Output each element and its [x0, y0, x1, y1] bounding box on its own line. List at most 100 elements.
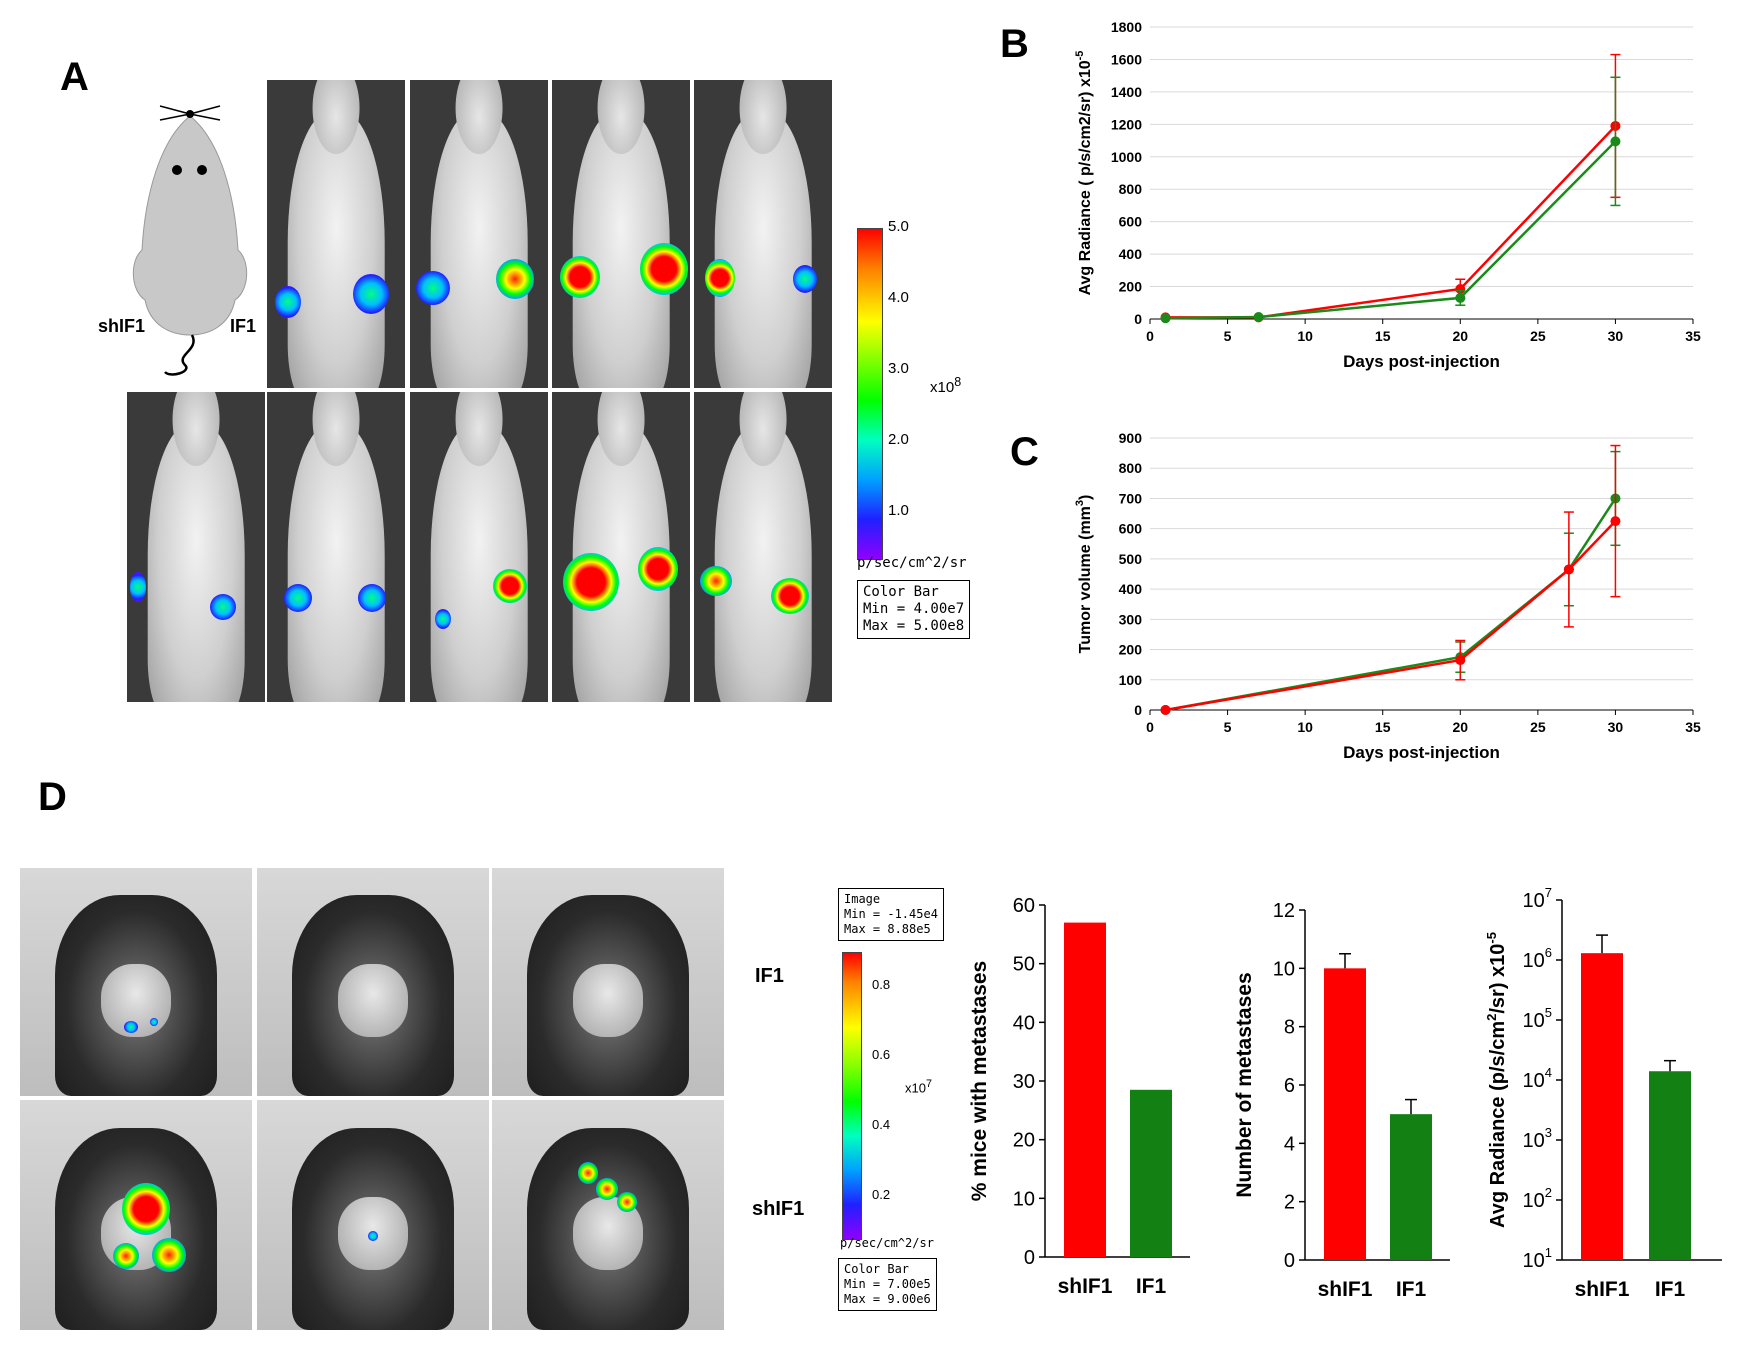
- colorbar-d-mult-exp: 7: [925, 1078, 932, 1090]
- colorbar-a-multiplier: x108: [930, 375, 961, 396]
- x-tick-label: 35: [1685, 719, 1701, 735]
- category-label: IF1: [1396, 1278, 1427, 1301]
- series-line: [1165, 497, 1617, 712]
- bioluminescence-spot: [149, 1018, 158, 1027]
- y-tick-label: 102: [1523, 1185, 1552, 1212]
- x-tick-label: 15: [1375, 719, 1391, 735]
- category-label: shIF1: [1575, 1278, 1630, 1301]
- x-tick-label: 20: [1452, 328, 1468, 344]
- colorbar-d-tick-label: 0.8: [872, 977, 891, 992]
- y-tick-label: 600: [1119, 214, 1143, 230]
- colorbar-d-box: Color Bar Min = 7.00e5 Max = 9.00e6: [838, 1258, 937, 1311]
- organ-photo-top-2: [257, 868, 489, 1096]
- colorbar-d-units: p/sec/cm^2/sr: [840, 1236, 934, 1250]
- y-tick-label: 50: [1013, 954, 1035, 976]
- y-tick-label: 4: [1284, 1133, 1295, 1155]
- image-box-d-min: Min = -1.45e4: [844, 907, 938, 921]
- bioluminescence-spot: [637, 547, 678, 591]
- y-tick-label: 0: [1024, 1247, 1035, 1269]
- y-tick-label: 1000: [1111, 149, 1142, 165]
- image-box-d-max: Max = 8.88e5: [844, 922, 931, 936]
- y-tick-label: 10: [1013, 1188, 1035, 1210]
- colorbar-a-units: p/sec/cm^2/sr: [857, 555, 967, 571]
- bioluminescence-spot: [112, 1242, 139, 1269]
- bioluminescence-spot: [793, 264, 818, 293]
- bioluminescence-spot: [771, 578, 810, 614]
- y-tick-label: 107: [1523, 885, 1552, 912]
- x-axis-label: Days post-injection: [1343, 352, 1500, 371]
- bioluminescence-spot: [124, 1020, 139, 1033]
- colorbar-d-mult-base: x10: [905, 1080, 926, 1096]
- mouse-photo-bottom-2: [267, 392, 405, 702]
- y-tick-label: 104: [1523, 1065, 1552, 1092]
- bioluminescence-spot: [358, 584, 387, 613]
- x-tick-label: 15: [1375, 328, 1391, 344]
- x-tick-label: 0: [1146, 328, 1154, 344]
- bar-if1: [1390, 1114, 1432, 1260]
- y-tick-label: 100: [1119, 672, 1143, 688]
- category-label: shIF1: [1318, 1278, 1373, 1301]
- colorbar-d-tick-label: 0.6: [872, 1047, 891, 1062]
- y-tick-label: 200: [1119, 279, 1143, 295]
- colorbar-d-box-max: Max = 9.00e6: [844, 1292, 931, 1306]
- row-label-shif1: shIF1: [752, 1198, 805, 1220]
- colorbar-a-tick-label: 5.0: [888, 218, 909, 235]
- y-tick-label: 8: [1284, 1017, 1295, 1039]
- bar-if1: [1130, 1089, 1172, 1257]
- x-tick-label: 10: [1297, 719, 1313, 735]
- colorbar-a-tick-label: 2.0: [888, 431, 909, 448]
- y-axis-label: Number of metastases: [1233, 972, 1256, 1197]
- y-tick-label: 1600: [1111, 51, 1142, 67]
- data-point: [1455, 655, 1466, 666]
- y-axis-label: Avg Radiance ( p/s/cm2/sr) x10-5: [1074, 51, 1094, 296]
- data-point: [1160, 313, 1171, 324]
- organ-photo-bottom-2: [257, 1100, 489, 1330]
- chart-d2-number-metastases: 0 2 4 6 8 10 12 shIF1 IF1 Number of metastases: [1233, 900, 1450, 1301]
- bioluminescence-spot: [492, 568, 527, 603]
- organ-photo-top-1: [20, 868, 252, 1096]
- y-tick-label: 0: [1134, 702, 1142, 718]
- y-tick-label: 900: [1119, 430, 1143, 446]
- bar-shif1: [1064, 922, 1106, 1257]
- data-point: [1455, 292, 1466, 303]
- bioluminescence-spot: [640, 243, 689, 296]
- bioluminescence-spot: [415, 270, 450, 305]
- data-point: [1563, 564, 1574, 575]
- y-axis-label: Tumor volume (mm3): [1074, 495, 1094, 654]
- x-tick-label: 5: [1224, 719, 1232, 735]
- bioluminescence-spot: [283, 584, 312, 613]
- x-tick-label: 10: [1297, 328, 1313, 344]
- panel-letter-c: C: [1010, 430, 1039, 474]
- mouse-photo-bottom-4: [552, 392, 690, 702]
- y-tick-label: 12: [1273, 900, 1295, 922]
- bioluminescence-spot: [617, 1192, 638, 1212]
- data-point: [1160, 705, 1171, 715]
- y-tick-label: 20: [1013, 1130, 1035, 1152]
- mouse-photo-bottom-5: [694, 392, 832, 702]
- y-axis-label: Avg Radiance (p/s/cm2/sr) x10-5: [1484, 932, 1509, 1228]
- schematic-label-shif1: shIF1: [98, 316, 146, 336]
- colorbar-d-box-title: Color Bar: [844, 1262, 910, 1276]
- schematic-label-if1: IF1: [230, 316, 257, 336]
- y-tick-label: 400: [1119, 246, 1143, 262]
- x-tick-label: 30: [1608, 719, 1624, 735]
- bioluminescence-spot: [122, 1182, 171, 1235]
- x-tick-label: 5: [1224, 328, 1232, 344]
- series-line: [1165, 520, 1617, 712]
- data-point: [1455, 283, 1466, 294]
- x-tick-label: 0: [1146, 719, 1154, 735]
- colorbar-a-tick-label: 3.0: [888, 360, 909, 377]
- y-tick-label: 800: [1119, 181, 1143, 197]
- bioluminescence-spot: [152, 1238, 187, 1272]
- data-point: [1610, 136, 1621, 147]
- x-tick-label: 25: [1530, 719, 1546, 735]
- bioluminescence-spot: [705, 258, 736, 297]
- bioluminescence-spot: [560, 255, 601, 298]
- bioluminescence-spot: [563, 553, 620, 612]
- y-tick-label: 800: [1119, 460, 1143, 476]
- y-tick-label: 60: [1013, 895, 1035, 917]
- y-tick-label: 103: [1523, 1125, 1552, 1152]
- mouse-schematic-icon: [132, 105, 248, 376]
- y-tick-label: 30: [1013, 1071, 1035, 1093]
- x-tick-label: 20: [1452, 719, 1468, 735]
